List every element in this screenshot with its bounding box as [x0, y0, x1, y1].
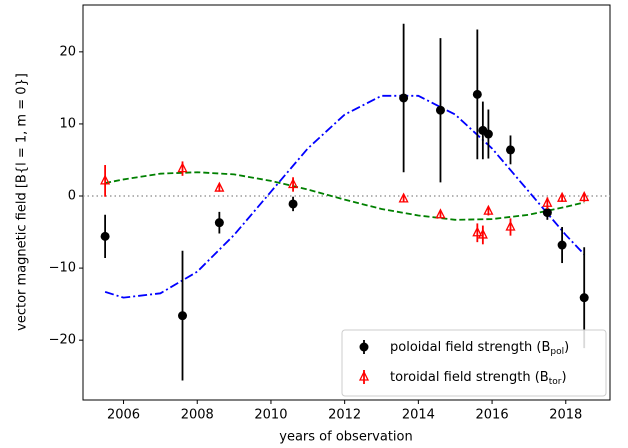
- x-tick-label: 2006: [107, 408, 140, 423]
- marker: [557, 191, 568, 202]
- x-tick-label: 2010: [254, 408, 287, 423]
- marker: [542, 208, 552, 218]
- marker: [435, 105, 445, 115]
- marker: [579, 191, 590, 202]
- legend-text: toroidal field strength (B: [390, 370, 549, 385]
- marker: [100, 231, 110, 241]
- marker: [505, 220, 516, 231]
- legend-text: ): [561, 370, 566, 385]
- y-axis-label: vector magnetic field [B{l = 1, m = 0}]: [15, 73, 30, 331]
- legend-label: toroidal field strength (Btor): [390, 370, 567, 387]
- marker: [505, 145, 515, 155]
- marker: [477, 228, 488, 239]
- marker: [214, 181, 225, 192]
- model-curve: [104, 171, 585, 221]
- marker: [399, 93, 409, 103]
- legend-text: pol: [550, 347, 564, 357]
- marker: [359, 342, 369, 352]
- marker: [472, 226, 483, 237]
- marker: [100, 174, 111, 185]
- x-tick-label: 2008: [181, 408, 214, 423]
- y-tick-label: −10: [49, 261, 76, 276]
- marker: [579, 293, 589, 303]
- marker: [398, 192, 409, 203]
- model-curve: [104, 94, 585, 299]
- legend-label: poloidal field strength (Bpol): [390, 340, 569, 357]
- marker: [214, 218, 224, 228]
- y-tick-label: −20: [49, 333, 76, 348]
- marker: [288, 178, 299, 189]
- legend-box: [341, 329, 607, 397]
- marker: [557, 240, 567, 250]
- marker: [472, 89, 482, 99]
- plot-frame: [82, 4, 611, 401]
- x-tick-label: 2014: [402, 408, 435, 423]
- x-axis-label: years of observation: [279, 430, 412, 445]
- legend-text: tor: [549, 377, 562, 387]
- x-tick-label: 2012: [328, 408, 361, 423]
- marker: [435, 208, 446, 219]
- legend-text: poloidal field strength (B: [390, 340, 550, 355]
- legend-text: ): [564, 340, 569, 355]
- marker: [542, 196, 553, 207]
- y-tick-label: 10: [59, 116, 76, 131]
- marker: [178, 311, 188, 321]
- marker: [288, 199, 298, 209]
- y-tick-label: 0: [68, 189, 76, 204]
- x-tick-label: 2016: [476, 408, 509, 423]
- marker: [177, 162, 188, 173]
- marker: [483, 204, 494, 215]
- y-tick-label: 20: [59, 44, 76, 59]
- x-tick-label: 2018: [549, 408, 582, 423]
- marker: [358, 370, 370, 381]
- marker: [483, 129, 493, 139]
